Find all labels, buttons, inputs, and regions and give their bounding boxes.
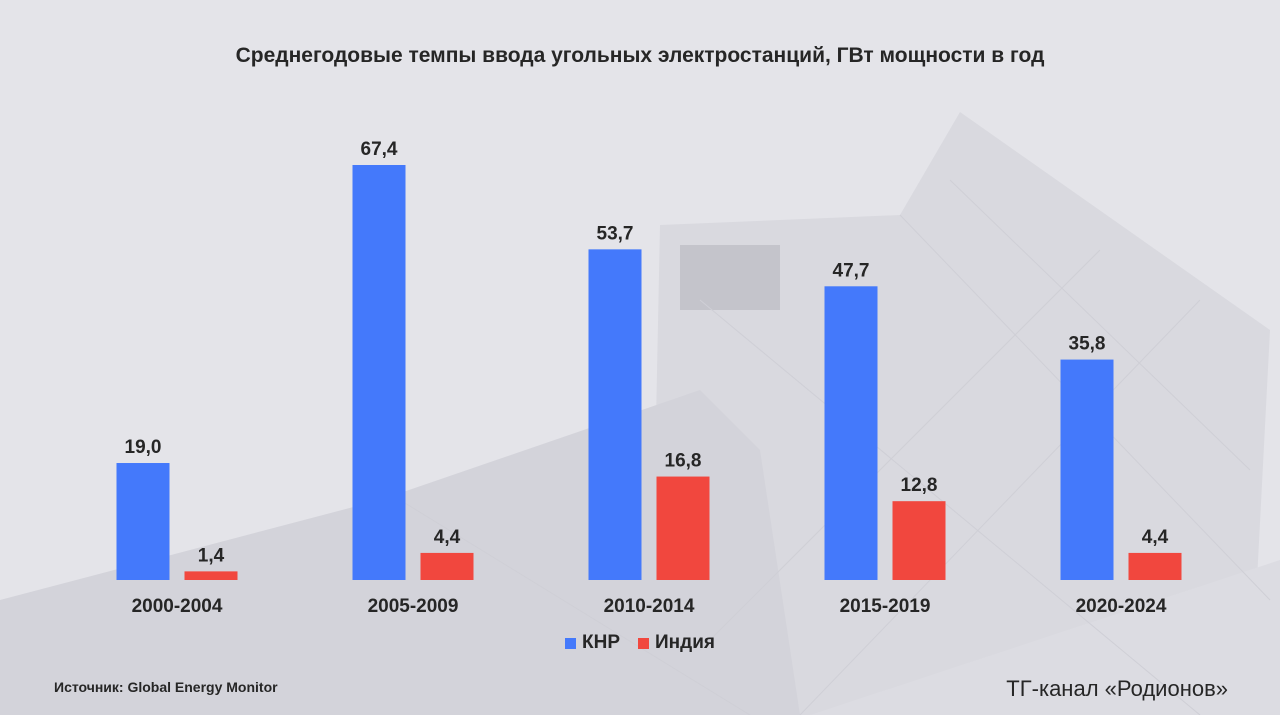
bar-knr-2005-2009 xyxy=(352,165,406,580)
legend-label-knr: КНР xyxy=(582,632,621,653)
chart-title: Среднегодовые темпы ввода угольных элект… xyxy=(235,44,1045,67)
value-label-knr-2000-2004: 19,0 xyxy=(125,437,162,458)
category-label-2010-2014: 2010-2014 xyxy=(604,596,695,617)
legend-swatch-knr xyxy=(565,637,577,649)
category-labels-group: 2000-2004 2005-2009 2010-2014 2015-2019 2020… xyxy=(132,596,1167,617)
bar-india-2020-2024 xyxy=(1128,552,1182,580)
legend-item-knr: КНР xyxy=(565,632,620,654)
bars-group xyxy=(116,165,1182,580)
bar-knr-2000-2004 xyxy=(116,463,170,580)
category-label-2000-2004: 2000-2004 xyxy=(132,596,223,617)
legend-swatch-india xyxy=(638,637,650,649)
category-label-2020-2024: 2020-2024 xyxy=(1076,596,1167,617)
legend: КНР Индия xyxy=(0,632,1280,654)
legend-label-india: Индия xyxy=(655,632,715,653)
category-label-2015-2019: 2015-2019 xyxy=(840,596,931,617)
value-label-india-2015-2019: 12,8 xyxy=(901,475,938,496)
value-label-india-2000-2004: 1,4 xyxy=(198,545,225,566)
bar-india-2000-2004 xyxy=(184,571,238,580)
bar-knr-2010-2014 xyxy=(588,249,642,580)
value-label-knr-2010-2014: 53,7 xyxy=(597,223,634,244)
brand-caption: ТГ-канал «Родионов» xyxy=(1006,676,1228,701)
value-label-knr-2020-2024: 35,8 xyxy=(1069,334,1106,355)
value-label-knr-2005-2009: 67,4 xyxy=(361,139,398,160)
value-label-knr-2015-2019: 47,7 xyxy=(833,260,870,281)
category-label-2005-2009: 2005-2009 xyxy=(368,596,459,617)
legend-item-india: Индия xyxy=(638,632,715,654)
value-label-india-2010-2014: 16,8 xyxy=(665,451,702,472)
value-label-india-2020-2024: 4,4 xyxy=(1142,527,1169,548)
value-label-india-2005-2009: 4,4 xyxy=(434,527,461,548)
bar-india-2015-2019 xyxy=(892,501,946,580)
bar-knr-2015-2019 xyxy=(824,286,878,580)
bar-india-2005-2009 xyxy=(420,552,474,580)
value-labels-group: 19,0 1,4 67,4 4,4 53,7 16,8 47,7 12,8 35,8 4,4 xyxy=(125,139,1169,566)
bar-knr-2020-2024 xyxy=(1060,359,1114,580)
bar-india-2010-2014 xyxy=(656,476,710,580)
source-note: Источник: Global Energy Monitor xyxy=(54,679,278,695)
